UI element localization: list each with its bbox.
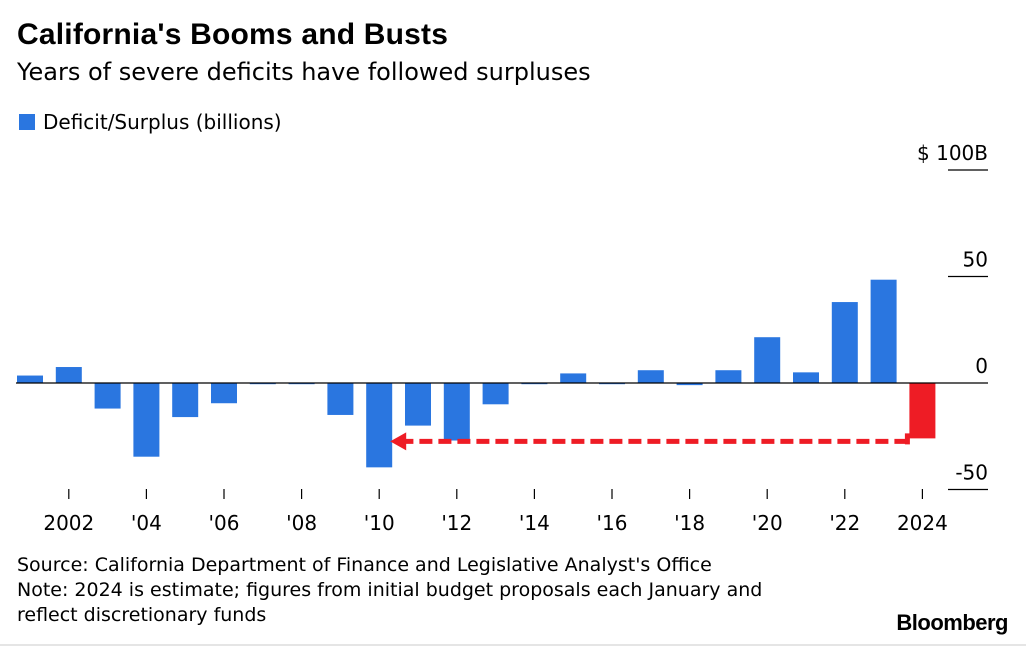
- bar-2013: [482, 383, 509, 405]
- bar-2001: [17, 375, 43, 383]
- x-tick-label: '04: [131, 511, 162, 535]
- bar-2014: [521, 383, 548, 385]
- bottom-rule: [0, 644, 1026, 646]
- footnote-line-2: reflect discretionary funds: [17, 604, 267, 626]
- bar-2008: [288, 383, 315, 385]
- bar-2010: [366, 383, 393, 468]
- footnote-line-1: Note: 2024 is estimate; figures from ini…: [17, 579, 763, 601]
- bar-2016: [599, 383, 625, 385]
- y-tick-label: 50: [963, 248, 988, 272]
- bar-2004: [133, 383, 160, 457]
- x-tick-label: '14: [519, 511, 550, 535]
- x-tick-label: 2024: [897, 511, 948, 535]
- legend-label: Deficit/Surplus (billions): [43, 110, 282, 134]
- x-tick-label: '22: [829, 511, 860, 535]
- legend-swatch: [19, 114, 35, 130]
- bar-2015: [560, 373, 587, 383]
- x-tick-label: '20: [752, 511, 783, 535]
- x-tick-label: '12: [441, 511, 472, 535]
- bar-2019: [715, 370, 742, 383]
- x-tick-label: '16: [597, 511, 628, 535]
- bar-2009: [327, 383, 354, 415]
- bar-chart: $ 100B 50 0 -50 2002 '04 '06 '08 '10 '12 '14 '16 '18…: [16, 141, 988, 535]
- bar-2007: [249, 383, 276, 385]
- x-tick-label: '10: [364, 511, 395, 535]
- y-tick-label: -50: [955, 461, 988, 485]
- y-tick-label: $ 100B: [917, 141, 988, 165]
- bar-2018: [676, 383, 703, 386]
- bar-2012: [443, 383, 470, 441]
- bar-2011: [405, 383, 431, 426]
- brand-logo: Bloomberg: [896, 610, 1008, 635]
- legend: Deficit/Surplus (billions): [19, 110, 282, 134]
- chart-subtitle: Years of severe deficits have followed s…: [17, 58, 591, 86]
- bar-2005: [172, 383, 199, 418]
- bar-2003: [94, 383, 121, 409]
- bar-2023: [870, 279, 897, 383]
- bar-2021: [793, 372, 819, 383]
- source-note: Source: California Department of Finance…: [17, 554, 712, 576]
- bar-2020: [754, 337, 781, 383]
- x-tick-label: 2002: [43, 511, 94, 535]
- bar-2024: [909, 383, 936, 439]
- chart-title: California's Booms and Busts: [17, 18, 449, 51]
- y-tick-label: 0: [975, 354, 988, 378]
- bar-2002: [55, 367, 82, 383]
- annotation-arrowhead: [390, 432, 407, 451]
- bar-2006: [211, 383, 237, 404]
- x-tick-label: '08: [286, 511, 317, 535]
- x-tick-label: '18: [674, 511, 705, 535]
- x-tick-label: '06: [209, 511, 240, 535]
- bar-2017: [637, 370, 664, 383]
- bar-2022: [831, 302, 858, 383]
